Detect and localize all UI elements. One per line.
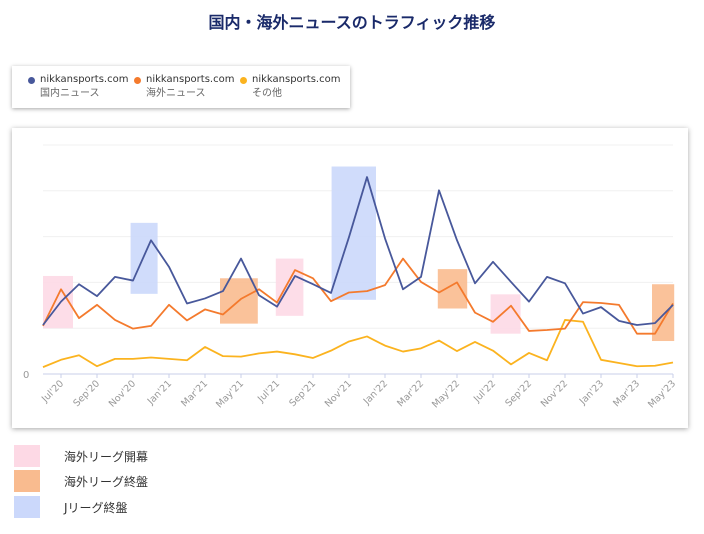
- x-tick-label: May'23: [646, 378, 678, 410]
- highlight-band: [490, 294, 521, 334]
- x-tick-label: Nov'21: [323, 378, 354, 409]
- x-tick-label: Nov'22: [539, 378, 570, 409]
- x-tick-label: Jan'23: [577, 378, 606, 407]
- legend-item-overseas[interactable]: nikkansports.com 海外ニュース: [134, 73, 235, 101]
- line-chart: 0 Jul'20 Sep'20 Nov'20 Jan'21 Mar'21 May'21 Jul…: [23, 144, 678, 410]
- legend-name: nikkansports.com: [146, 74, 235, 85]
- legend-name: nikkansports.com: [40, 74, 129, 85]
- x-tick-label: Nov'20: [107, 378, 138, 409]
- y-tick-label: 0: [23, 370, 29, 381]
- legend-item-other[interactable]: nikkansports.com その他: [240, 73, 341, 101]
- x-tick-label: Jul'20: [39, 378, 66, 405]
- series-legend: nikkansports.com 国内ニュース nikkansports.com…: [12, 66, 350, 108]
- series-line-2: [42, 319, 674, 368]
- x-tick-label: Mar'22: [395, 378, 426, 409]
- x-tick-label: Sep'21: [287, 378, 318, 409]
- band-swatch: [14, 445, 40, 467]
- x-tick-label: Jul'21: [255, 378, 282, 405]
- band-swatch: [14, 470, 40, 492]
- x-tick-label: Jul'22: [471, 378, 498, 405]
- x-tick-label: Mar'23: [611, 378, 642, 409]
- x-tick-label: Jan'22: [361, 378, 390, 407]
- band-label: 海外リーグ終盤: [64, 475, 149, 489]
- x-tick-label: Sep'22: [503, 378, 534, 409]
- x-tick-label: Jan'21: [145, 378, 174, 407]
- series-line-0: [42, 176, 674, 326]
- chart-card: 0 Jul'20 Sep'20 Nov'20 Jan'21 Mar'21 May'21 Jul…: [12, 128, 688, 428]
- legend-item-domestic[interactable]: nikkansports.com 国内ニュース: [28, 73, 129, 101]
- legend-dot: [240, 77, 247, 84]
- x-tick-label: May'22: [430, 378, 462, 410]
- series-line-1: [42, 257, 674, 335]
- chart-title: 国内・海外ニュースのトラフィック推移: [208, 13, 496, 32]
- highlight-band: [652, 284, 675, 342]
- x-tick-label: Sep'20: [71, 378, 102, 409]
- legend-name: nikkansports.com: [252, 74, 341, 85]
- legend-subname: 海外ニュース: [146, 88, 206, 99]
- x-tick-label: May'21: [214, 378, 246, 410]
- band-label: Jリーグ終盤: [64, 501, 128, 515]
- highlight-band: [331, 166, 376, 300]
- highlight-band: [130, 222, 158, 294]
- band-label: 海外リーグ開幕: [64, 450, 149, 464]
- legend-subname: 国内ニュース: [40, 88, 100, 99]
- legend-dot: [28, 77, 35, 84]
- highlight-band: [275, 258, 304, 316]
- legend-subname: その他: [252, 88, 282, 99]
- x-tick-label: Mar'21: [179, 378, 210, 409]
- highlight-band: [437, 269, 468, 309]
- band-swatch: [14, 496, 40, 518]
- legend-dot: [134, 77, 141, 84]
